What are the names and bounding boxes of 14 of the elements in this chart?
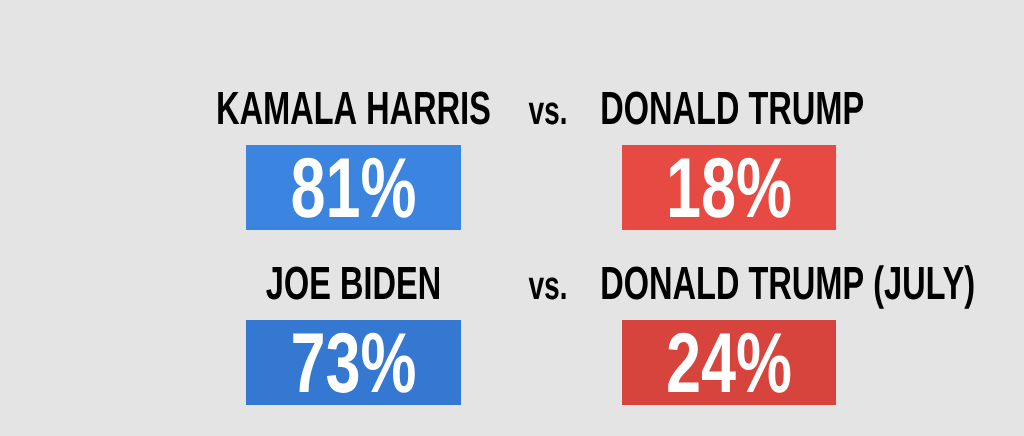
category-label: KAMALA HARRIS bbox=[218, 91, 490, 125]
text: vs. bbox=[528, 102, 566, 125]
data-label: 24 bbox=[668, 332, 736, 392]
text: % bbox=[737, 332, 791, 393]
data-label: 18 bbox=[670, 157, 735, 218]
text: vs. bbox=[528, 277, 566, 300]
category-label: JOE BIDEN bbox=[266, 266, 439, 300]
text: % bbox=[362, 332, 415, 393]
text: % bbox=[737, 157, 791, 218]
data-label: 73 bbox=[293, 332, 359, 393]
category-label: DONALD TRUMP bbox=[602, 91, 864, 125]
data-label: 81 bbox=[292, 157, 359, 218]
category-label: DONALD TRUMP (JULY) bbox=[602, 265, 974, 309]
text: % bbox=[362, 157, 415, 218]
